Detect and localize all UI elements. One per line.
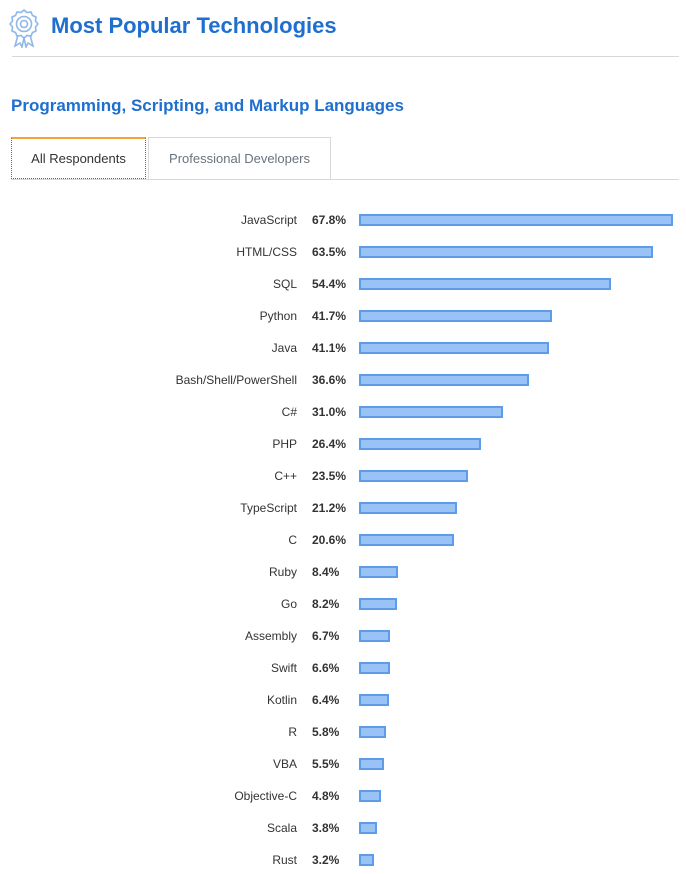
value-label: 6.7%	[312, 629, 340, 643]
category-label: HTML/CSS	[236, 245, 297, 259]
bar	[359, 566, 398, 578]
bar	[359, 630, 390, 642]
value-label: 5.5%	[312, 757, 340, 771]
category-label: PHP	[272, 437, 297, 451]
award-ribbon-icon	[9, 8, 39, 48]
category-label: JavaScript	[240, 213, 297, 227]
category-label: TypeScript	[240, 501, 297, 515]
value-label: 23.5%	[312, 469, 347, 483]
category-label: Ruby	[268, 565, 297, 579]
category-label: C	[288, 533, 297, 547]
category-label: SQL	[272, 277, 297, 291]
category-label: Bash/Shell/PowerShell	[175, 373, 297, 387]
value-label: 3.8%	[312, 821, 340, 835]
category-label: Assembly	[244, 629, 297, 643]
languages-bar-chart: JavaScript 67.8% HTML/CSS 63.5% SQL 54.4% Pyth…	[0, 200, 686, 874]
bar	[359, 310, 552, 322]
bar	[359, 790, 381, 802]
tab-professional-developers[interactable]: Professional Developers	[148, 137, 331, 179]
bar	[359, 598, 397, 610]
category-label: Go	[280, 597, 297, 611]
value-label: 6.6%	[312, 661, 340, 675]
tab-bar-divider	[11, 179, 679, 180]
value-label: 8.2%	[312, 597, 340, 611]
category-label: Swift	[270, 661, 297, 675]
bar	[359, 854, 374, 866]
value-label: 36.6%	[312, 373, 347, 387]
section-title: Programming, Scripting, and Markup Langu…	[11, 96, 404, 115]
category-label: Java	[271, 341, 297, 355]
category-label: C++	[274, 469, 297, 483]
category-label: Scala	[266, 821, 297, 835]
value-label: 26.4%	[312, 437, 347, 451]
bar	[359, 758, 384, 770]
bar	[359, 662, 390, 674]
bar	[359, 214, 673, 226]
header-divider	[12, 56, 679, 57]
category-label: R	[288, 725, 297, 739]
page-header: Most Popular Technologies	[0, 0, 686, 58]
bar	[359, 726, 386, 738]
value-label: 67.8%	[312, 213, 347, 227]
value-label: 41.7%	[312, 309, 347, 323]
tab-bar: All Respondents Professional Developers	[11, 137, 679, 180]
category-label: C#	[281, 405, 297, 419]
value-label: 6.4%	[312, 693, 340, 707]
bar	[359, 822, 377, 834]
value-label: 21.2%	[312, 501, 347, 515]
bar	[359, 278, 611, 290]
bar	[359, 342, 549, 354]
value-label: 4.8%	[312, 789, 340, 803]
value-label: 31.0%	[312, 405, 347, 419]
bar	[359, 406, 503, 418]
page-title: Most Popular Technologies	[51, 13, 337, 38]
bar	[359, 438, 481, 450]
category-label: Python	[259, 309, 297, 323]
value-label: 3.2%	[312, 853, 340, 867]
value-label: 63.5%	[312, 245, 347, 259]
category-label: Kotlin	[266, 693, 297, 707]
tab-all-respondents[interactable]: All Respondents	[11, 137, 146, 179]
value-label: 8.4%	[312, 565, 340, 579]
bar	[359, 246, 653, 258]
value-label: 5.8%	[312, 725, 340, 739]
bar	[359, 374, 529, 386]
bar	[359, 470, 468, 482]
value-label: 41.1%	[312, 341, 347, 355]
bar	[359, 694, 389, 706]
category-label: Objective-C	[234, 789, 297, 803]
category-label: VBA	[272, 757, 297, 771]
value-label: 54.4%	[312, 277, 347, 291]
value-label: 20.6%	[312, 533, 347, 547]
bar	[359, 534, 454, 546]
bar	[359, 502, 457, 514]
category-label: Rust	[272, 853, 297, 867]
